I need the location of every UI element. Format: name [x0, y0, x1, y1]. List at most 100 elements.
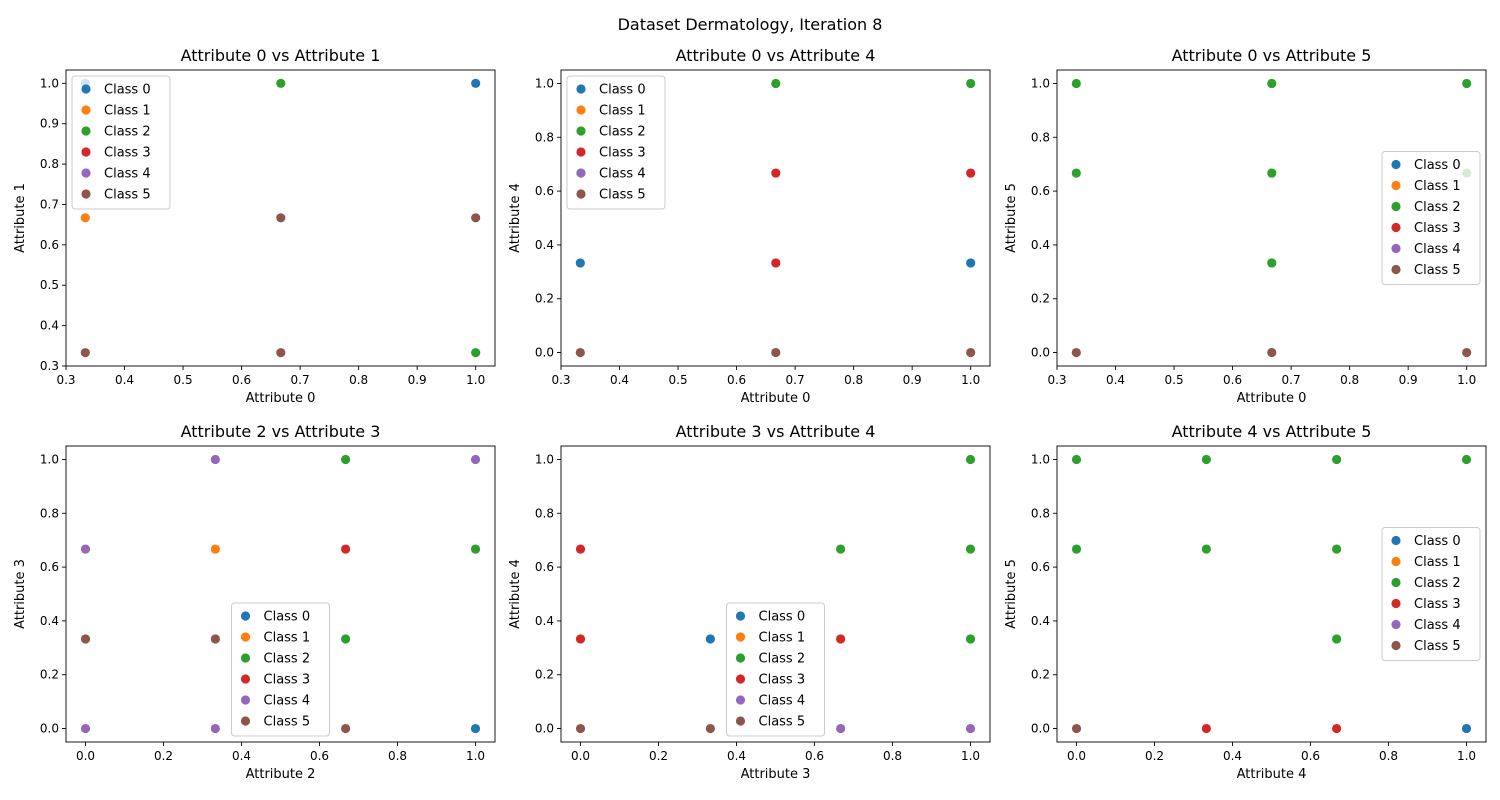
data-point	[1201, 723, 1211, 734]
x-tick-label: 0.7	[291, 373, 310, 387]
y-tick-label: 0.6	[1031, 184, 1050, 198]
data-point	[1332, 634, 1342, 644]
y-tick-label: 0.6	[40, 560, 59, 574]
y-tick-label: 1.0	[535, 452, 554, 466]
data-point	[80, 348, 90, 358]
y-tick-label: 0.7	[40, 197, 59, 211]
x-tick-label: 0.9	[1399, 373, 1418, 387]
x-tick-label: 0.9	[903, 373, 922, 387]
data-point	[575, 544, 586, 554]
legend-label: Class 2	[1414, 576, 1461, 591]
legend-label: Class 2	[759, 652, 806, 667]
legend: Class 0 Class 1 Class 2 Class 3 Class 4 Class…	[71, 75, 171, 210]
data-point	[966, 258, 976, 268]
legend-marker	[1391, 556, 1401, 567]
data-point	[1267, 78, 1277, 89]
points	[575, 454, 976, 734]
x-tick-label: 0.4	[610, 373, 629, 387]
data-point	[1462, 78, 1472, 89]
data-point	[1267, 168, 1277, 178]
legend-marker	[735, 632, 746, 642]
y-tick-label: 0.6	[40, 238, 59, 252]
x-tick-label: 0.8	[1340, 373, 1359, 387]
data-point	[210, 634, 220, 644]
x-tick-label: 1.0	[1457, 749, 1476, 763]
legend: Class 0 Class 1 Class 2 Class 3 Class 4 Class…	[231, 602, 330, 737]
x-tick-label: 0.6	[1301, 749, 1320, 763]
legend-marker	[240, 716, 251, 726]
data-point	[1462, 347, 1472, 358]
x-tick-label: 0.0	[76, 749, 95, 763]
x-tick-label: 0.5	[174, 373, 193, 387]
y-tick-label: 1.0	[1031, 452, 1050, 466]
data-point	[210, 454, 220, 465]
legend-marker	[240, 695, 251, 705]
legend-box	[566, 75, 666, 210]
legend-marker	[81, 147, 91, 157]
legend-label: Class 2	[1414, 200, 1461, 215]
legend-marker	[1391, 619, 1401, 630]
legend-label: Class 5	[104, 188, 151, 203]
data-point	[341, 634, 351, 644]
legend-marker	[576, 168, 586, 178]
y-tick-label: 0.4	[535, 238, 554, 252]
legend-label: Class 5	[264, 715, 311, 730]
y-tick-label: 1.0	[1031, 76, 1050, 90]
data-point	[471, 78, 481, 88]
y-axis-label: Attribute 1	[13, 183, 28, 253]
legend-marker	[735, 716, 746, 726]
legend-label: Class 0	[1414, 534, 1461, 549]
data-point	[470, 723, 481, 734]
y-tick-label: 0.9	[40, 117, 59, 131]
subplot-title: Attribute 0 vs Attribute 4	[676, 46, 876, 65]
data-point	[80, 634, 91, 644]
axes-frame	[1056, 445, 1487, 743]
data-point	[965, 634, 976, 644]
legend-marker	[1391, 222, 1401, 233]
data-point	[965, 454, 976, 465]
data-point	[276, 78, 286, 88]
data-point	[771, 347, 781, 358]
subplot-1: Attribute 0 vs Attribute 4 0.3 0.4 0.5 0.6 0.…	[508, 46, 991, 406]
legend-box	[1381, 527, 1481, 661]
data-point	[1071, 347, 1081, 358]
legend-marker	[576, 84, 586, 94]
legend-marker	[735, 695, 746, 705]
legend-marker	[1391, 598, 1401, 609]
data-point	[80, 213, 90, 223]
data-point	[1461, 454, 1472, 465]
data-point	[341, 723, 351, 734]
subplot-title: Attribute 0 vs Attribute 1	[181, 46, 381, 65]
data-point	[1201, 454, 1211, 465]
y-tick-label: 0.2	[1031, 292, 1050, 306]
x-axis-label: Attribute 0	[741, 391, 811, 406]
legend-label: Class 3	[104, 146, 151, 161]
axes-frame	[560, 445, 991, 743]
data-point	[1071, 78, 1081, 89]
legend-marker	[576, 105, 586, 115]
data-point	[1267, 258, 1277, 268]
x-tick-label: 0.4	[1106, 373, 1125, 387]
x-tick-label: 0.6	[805, 749, 824, 763]
data-point	[1332, 723, 1342, 734]
data-point	[470, 544, 481, 554]
y-tick-label: 0.2	[535, 668, 554, 682]
legend-label: Class 1	[104, 104, 151, 119]
y-tick-label: 1.0	[40, 76, 59, 90]
points	[80, 454, 481, 734]
subplot-2: Attribute 0 vs Attribute 5 0.3 0.4 0.5 0.6 0.…	[1004, 46, 1487, 406]
x-tick-label: 0.2	[154, 749, 173, 763]
legend-label: Class 0	[264, 610, 311, 625]
subplot-title: Attribute 2 vs Attribute 3	[181, 422, 381, 441]
legend-label: Class 2	[599, 125, 646, 140]
data-point	[1071, 544, 1082, 554]
data-point	[575, 347, 585, 358]
data-point	[276, 213, 286, 223]
legend: Class 0 Class 1 Class 2 Class 3 Class 4 Class…	[566, 75, 666, 210]
y-tick-label: 0.8	[40, 506, 59, 520]
y-tick-label: 0.0	[1031, 722, 1050, 736]
x-tick-label: 0.8	[349, 373, 368, 387]
legend-marker	[576, 189, 586, 199]
x-tick-label: 0.8	[388, 749, 407, 763]
x-tick-label: 0.8	[844, 373, 863, 387]
